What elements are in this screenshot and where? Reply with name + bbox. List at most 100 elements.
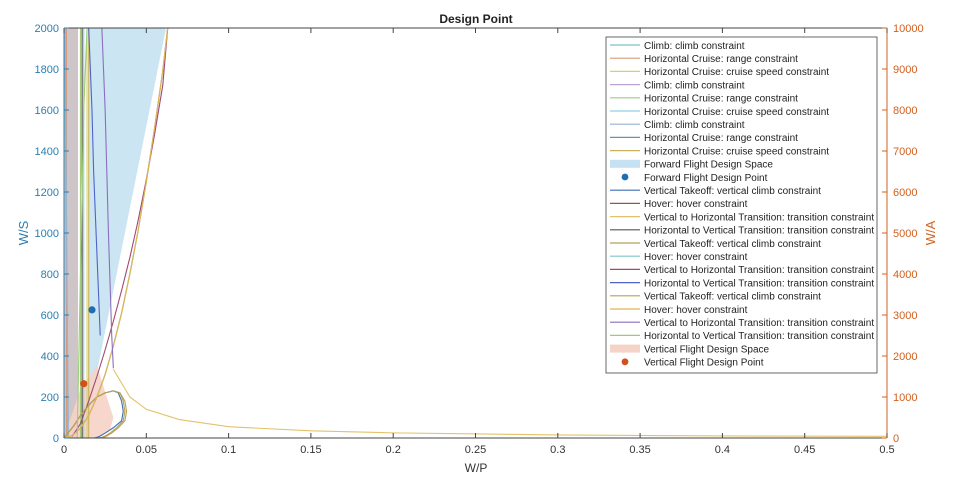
legend-label: Forward Flight Design Space xyxy=(644,160,773,171)
series-line-16 xyxy=(71,28,169,437)
legend-entry: Vertical to Horizontal Transition: trans… xyxy=(610,265,874,276)
x-tick-label: 0.35 xyxy=(629,444,650,456)
legend-entry: Vertical Takeoff: vertical climb constra… xyxy=(610,186,821,197)
legend-label: Horizontal to Vertical Transition: trans… xyxy=(644,331,874,342)
legend-label: Horizontal Cruise: cruise speed constrai… xyxy=(644,107,829,118)
axes: 0 0.05 0.1 0.15 0.2 0.25 0.3 0.35 0.4 0.45 0.50200… xyxy=(35,23,924,456)
legend-label: Vertical Takeoff: vertical climb constra… xyxy=(644,239,821,250)
y-axis-label-right: W/A xyxy=(923,220,938,245)
legend-entry: Horizontal Cruise: range constraint xyxy=(610,133,798,144)
x-tick-label: 0.25 xyxy=(465,444,486,456)
y-tick-label-left: 2000 xyxy=(35,23,59,35)
legend-entry: Horizontal Cruise: range constraint xyxy=(610,54,798,65)
y-tick-label-right: 8000 xyxy=(893,105,917,117)
y-tick-label-right: 3000 xyxy=(893,310,917,322)
legend-entry: Horizontal to Vertical Transition: trans… xyxy=(610,226,874,237)
legend-label: Forward Flight Design Point xyxy=(644,173,768,184)
x-tick-label: 0.1 xyxy=(221,444,236,456)
y-tick-label-right: 6000 xyxy=(893,187,917,199)
x-tick-label: 0.15 xyxy=(300,444,321,456)
legend-label: Horizontal to Vertical Transition: trans… xyxy=(644,226,874,237)
legend-entry: Horizontal Cruise: cruise speed constrai… xyxy=(610,67,829,78)
legend-entry: Horizontal to Vertical Transition: trans… xyxy=(610,278,874,289)
legend-label: Hover: hover constraint xyxy=(644,305,748,316)
y-tick-label-left: 400 xyxy=(41,351,59,363)
legend-label: Horizontal Cruise: cruise speed constrai… xyxy=(644,146,829,157)
legend-entry: Climb: climb constraint xyxy=(610,41,745,52)
legend-entry: Forward Flight Design Point xyxy=(621,173,768,184)
legend-entry: Horizontal Cruise: cruise speed constrai… xyxy=(610,107,829,118)
legend-swatch-marker xyxy=(621,173,629,181)
y-tick-label-left: 1800 xyxy=(35,64,59,76)
legend-entry: Forward Flight Design Space xyxy=(610,160,773,171)
series-line-19 xyxy=(64,28,169,438)
vertical-flight-design-point xyxy=(80,380,88,388)
legend-label: Vertical to Horizontal Transition: trans… xyxy=(644,265,874,276)
y-tick-label-left: 0 xyxy=(53,433,59,445)
legend-entry: Vertical Flight Design Point xyxy=(621,358,764,369)
y-tick-label-right: 7000 xyxy=(893,146,917,158)
legend-entry: Climb: climb constraint xyxy=(610,120,745,131)
legend-label: Vertical Takeoff: vertical climb constra… xyxy=(644,186,821,197)
x-axis-label: W/P xyxy=(465,461,488,475)
y-tick-label-left: 600 xyxy=(41,310,59,322)
x-tick-label: 0 xyxy=(61,444,67,456)
legend-entry: Vertical to Horizontal Transition: trans… xyxy=(610,212,874,223)
y-tick-label-right: 1000 xyxy=(893,392,917,404)
legend-entry: Horizontal to Vertical Transition: trans… xyxy=(610,331,874,342)
legend-label: Vertical to Horizontal Transition: trans… xyxy=(644,212,874,223)
series-line-21 xyxy=(76,28,88,438)
y-tick-label-left: 1600 xyxy=(35,105,59,117)
legend-swatch-marker xyxy=(621,358,629,366)
legend-label: Horizontal Cruise: cruise speed constrai… xyxy=(644,67,829,78)
x-tick-label: 0.2 xyxy=(386,444,401,456)
y-axis-label-left: W/S xyxy=(16,220,31,245)
y-tick-label-left: 1000 xyxy=(35,228,59,240)
x-tick-label: 0.45 xyxy=(794,444,815,456)
legend-label: Climb: climb constraint xyxy=(644,80,745,91)
y-tick-label-left: 1200 xyxy=(35,187,59,199)
legend-entry: Vertical to Horizontal Transition: trans… xyxy=(610,318,874,329)
y-tick-label-right: 9000 xyxy=(893,64,917,76)
x-tick-label: 0.3 xyxy=(550,444,565,456)
x-tick-label: 0.4 xyxy=(715,444,730,456)
legend: Climb: climb constraint Horizontal Cruise… xyxy=(605,36,878,374)
y-tick-label-right: 4000 xyxy=(893,269,917,281)
legend-entry: Hover: hover constraint xyxy=(610,252,748,263)
legend-label: Vertical Flight Design Point xyxy=(644,358,764,369)
legend-entry: Vertical Flight Design Space xyxy=(610,344,770,355)
x-tick-label: 0.5 xyxy=(879,444,894,456)
legend-swatch-patch xyxy=(610,344,640,353)
y-tick-label-left: 800 xyxy=(41,269,59,281)
legend-entry: Horizontal Cruise: cruise speed constrai… xyxy=(610,146,829,157)
legend-entry: Vertical Takeoff: vertical climb constra… xyxy=(610,292,821,303)
series-line-17 xyxy=(88,28,101,336)
y-tick-label-left: 200 xyxy=(41,392,59,404)
chart-title: Design Point xyxy=(439,12,512,26)
y-tick-label-right: 0 xyxy=(893,433,899,445)
legend-entry: Climb: climb constraint xyxy=(610,80,745,91)
x-tick-label: 0.05 xyxy=(136,444,157,456)
y-tick-label-right: 10000 xyxy=(893,23,924,35)
legend-label: Vertical Takeoff: vertical climb constra… xyxy=(644,292,821,303)
legend-label: Hover: hover constraint xyxy=(644,199,748,210)
series-line-18 xyxy=(64,390,128,438)
legend-label: Horizontal Cruise: range constraint xyxy=(644,54,798,65)
legend-label: Horizontal to Vertical Transition: trans… xyxy=(644,278,874,289)
legend-label: Vertical Flight Design Space xyxy=(644,344,770,355)
legend-entry: Horizontal Cruise: range constraint xyxy=(610,94,798,105)
legend-label: Horizontal Cruise: range constraint xyxy=(644,94,798,105)
y-tick-label-right: 5000 xyxy=(893,228,917,240)
y-tick-label-right: 2000 xyxy=(893,351,917,363)
legend-entry: Hover: hover constraint xyxy=(610,305,748,316)
forward-flight-design-point xyxy=(88,306,96,314)
region-forward-flight-design-space xyxy=(82,28,167,414)
legend-label: Climb: climb constraint xyxy=(644,120,745,131)
legend-label: Vertical to Horizontal Transition: trans… xyxy=(644,318,874,329)
legend-entry: Hover: hover constraint xyxy=(610,199,748,210)
legend-swatch-patch xyxy=(610,159,640,168)
legend-label: Hover: hover constraint xyxy=(644,252,748,263)
y-tick-label-left: 1400 xyxy=(35,146,59,158)
series-line-20 xyxy=(101,28,114,369)
